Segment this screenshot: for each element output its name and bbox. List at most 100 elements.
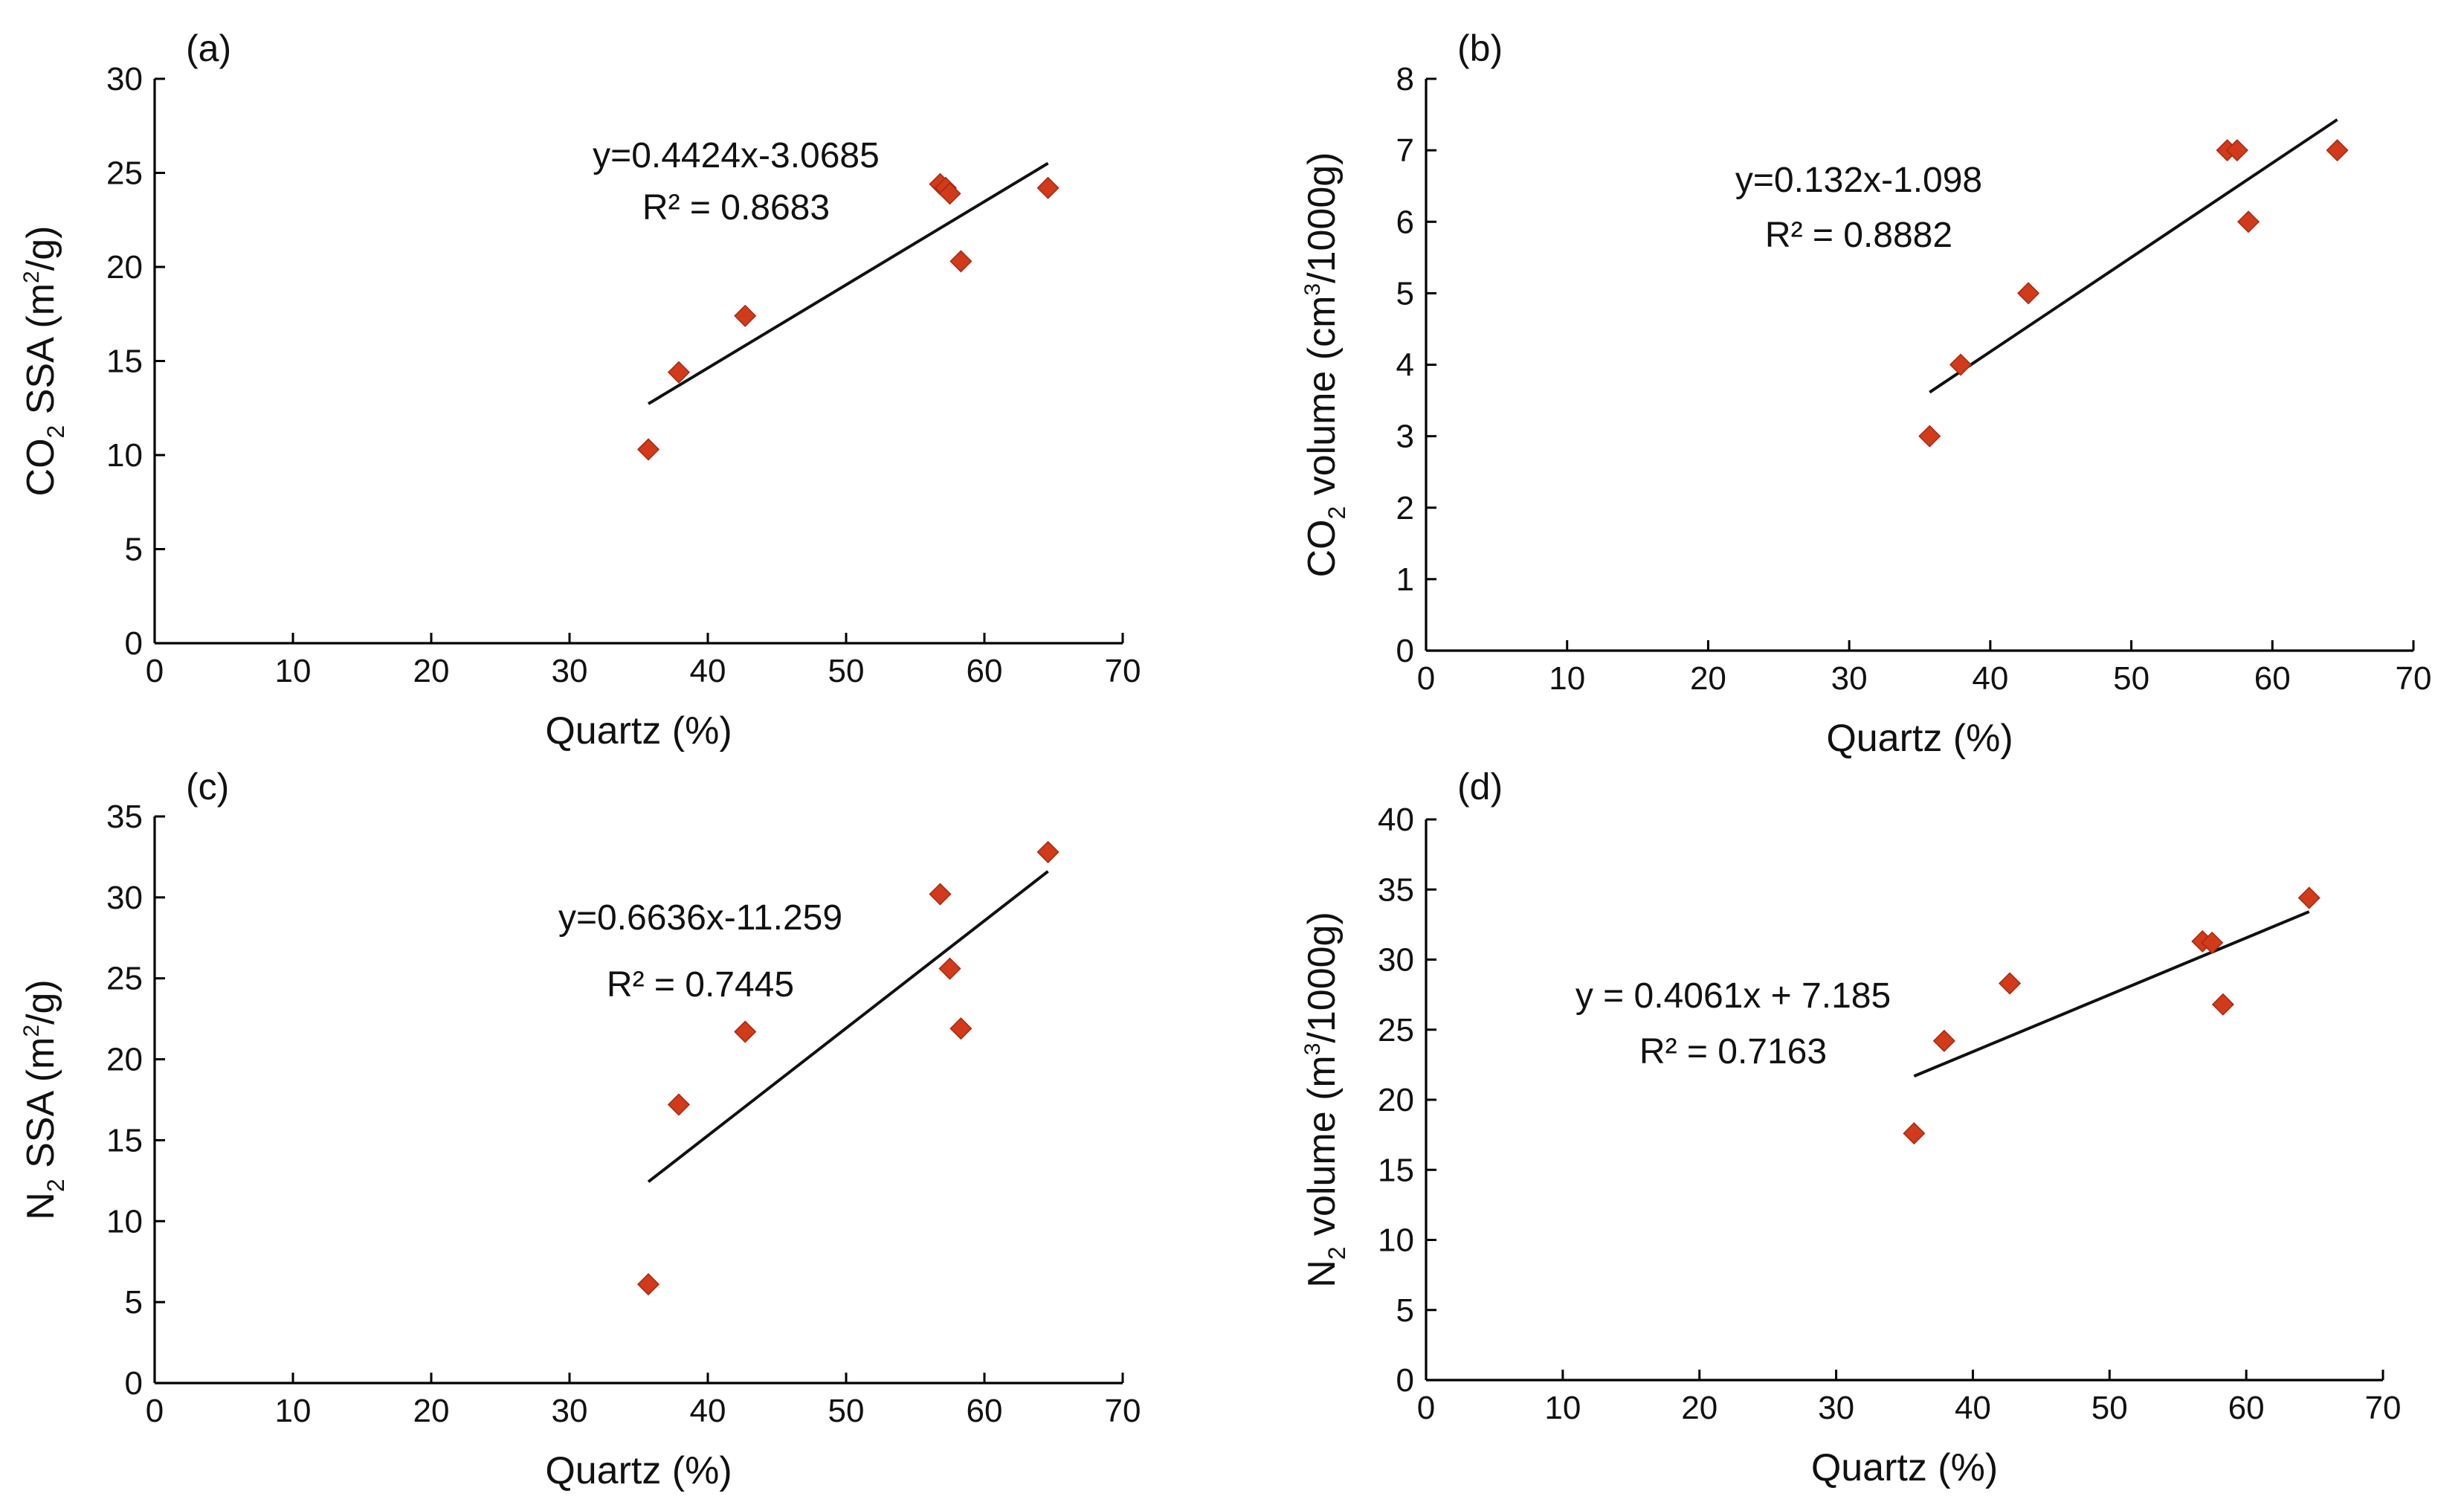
x-tick-label: 60 xyxy=(967,1393,1003,1429)
x-tick-label: 60 xyxy=(967,653,1003,689)
data-point xyxy=(2297,886,2321,909)
panel-label: (b) xyxy=(1457,28,1503,69)
panel-c: 0 10 20 30 40 50 60 70 0 5 10 15 20 25 30 35 Quartz (%) N… xyxy=(19,766,1141,1492)
y-tick-label: 20 xyxy=(1378,1082,1414,1118)
x-tick-label: 40 xyxy=(1972,660,2008,697)
data-point xyxy=(667,1093,691,1116)
y-tick-label: 15 xyxy=(1378,1152,1414,1188)
x-tick-label: 50 xyxy=(828,653,865,689)
x-axis-title: Quartz (%) xyxy=(545,709,732,752)
x-tick-label: 50 xyxy=(2092,1390,2128,1426)
panel-a: 0 10 20 30 40 50 60 70 0 5 10 15 20 25 30 Quartz (%) CO2… xyxy=(19,28,1141,752)
y-axis-title: N2 volume (m3/1000g) xyxy=(1300,912,1350,1288)
data-point xyxy=(734,304,757,327)
data-point xyxy=(938,957,961,980)
data-point xyxy=(2201,931,2224,954)
y-tick-label: 30 xyxy=(106,61,143,97)
y-tick-label: 10 xyxy=(1378,1222,1414,1259)
y-tick-label: 3 xyxy=(1396,419,1414,455)
x-tick-label: 10 xyxy=(1544,1390,1581,1426)
y-axis-title: CO2 volume (cm3/1000g) xyxy=(1300,152,1350,577)
x-tick-label: 0 xyxy=(1417,660,1435,697)
x-tick-label: 30 xyxy=(552,1393,588,1429)
y-tick-label: 30 xyxy=(106,880,143,916)
r-squared: R² = 0.8882 xyxy=(1765,216,1952,255)
x-tick-label: 60 xyxy=(2228,1390,2265,1426)
y-tick-label: 15 xyxy=(106,1122,143,1158)
x-tick-label: 70 xyxy=(2365,1390,2402,1426)
x-tick-label: 40 xyxy=(690,1393,726,1429)
y-tick-label: 5 xyxy=(1396,1292,1414,1329)
data-point xyxy=(667,361,691,384)
data-point xyxy=(1918,425,1941,448)
x-tick-label: 30 xyxy=(552,653,588,689)
panel-label: (d) xyxy=(1457,766,1503,808)
y-tick-label: 25 xyxy=(106,961,143,997)
data-point xyxy=(1999,972,2022,995)
y-tick-label: 1 xyxy=(1396,561,1414,598)
y-tick-label: 10 xyxy=(106,437,143,474)
x-tick-label: 70 xyxy=(1105,1393,1141,1429)
fit-equation: y=0.4424x-3.0685 xyxy=(593,136,880,175)
data-point xyxy=(2236,210,2260,233)
data-point xyxy=(938,182,961,205)
y-tick-label: 7 xyxy=(1396,132,1414,169)
x-tick-label: 30 xyxy=(1818,1390,1854,1426)
panel-d: 0 10 20 30 40 50 60 70 0 5 10 15 20 25 30 35 40 Quartz (%… xyxy=(1300,766,2401,1489)
y-tick-label: 5 xyxy=(125,532,143,568)
y-tick-label: 2 xyxy=(1396,490,1414,526)
y-tick-label: 25 xyxy=(106,155,143,192)
x-tick-label: 70 xyxy=(1105,653,1141,689)
y-tick-label: 5 xyxy=(1396,275,1414,312)
y-tick-label: 0 xyxy=(125,625,143,662)
x-tick-label: 0 xyxy=(1417,1390,1435,1426)
data-point xyxy=(734,1020,757,1043)
x-tick-label: 40 xyxy=(1955,1390,1991,1426)
data-point xyxy=(636,438,660,461)
x-tick-label: 10 xyxy=(275,1393,312,1429)
y-tick-label: 35 xyxy=(106,799,143,835)
x-tick-label: 50 xyxy=(2113,660,2149,697)
data-point xyxy=(1036,840,1060,863)
data-point xyxy=(2211,993,2234,1016)
x-tick-label: 10 xyxy=(1549,660,1585,697)
y-tick-label: 40 xyxy=(1378,802,1414,838)
data-point xyxy=(2017,282,2040,305)
trend-line xyxy=(647,870,1049,1183)
y-tick-label: 20 xyxy=(106,249,143,286)
y-tick-label: 25 xyxy=(1378,1012,1414,1048)
y-tick-label: 4 xyxy=(1396,347,1414,384)
data-point xyxy=(949,1017,973,1040)
fit-equation: y=0.6636x-11.259 xyxy=(558,898,842,938)
y-tick-label: 20 xyxy=(106,1042,143,1078)
y-tick-label: 8 xyxy=(1396,61,1414,97)
x-axis-title: Quartz (%) xyxy=(1811,1446,1998,1489)
x-tick-label: 0 xyxy=(146,1393,164,1429)
data-point xyxy=(929,883,952,906)
x-tick-label: 50 xyxy=(828,1393,865,1429)
y-tick-label: 35 xyxy=(1378,871,1414,908)
y-tick-label: 0 xyxy=(1396,633,1414,669)
x-tick-label: 20 xyxy=(413,653,450,689)
x-tick-label: 30 xyxy=(1831,660,1868,697)
panel-b: 0 10 20 30 40 50 60 70 0 1 2 3 4 5 6 7 8 Quartz (%) CO2 vo… xyxy=(1300,28,2431,760)
data-point xyxy=(636,1273,660,1296)
x-tick-label: 70 xyxy=(2396,660,2432,697)
trend-line xyxy=(647,161,1049,405)
x-tick-label: 20 xyxy=(413,1393,450,1429)
panel-label: (a) xyxy=(186,28,231,69)
trend-line xyxy=(1929,118,2338,394)
data-point xyxy=(1949,353,1973,376)
y-tick-label: 15 xyxy=(106,344,143,380)
y-tick-label: 6 xyxy=(1396,204,1414,240)
x-tick-label: 0 xyxy=(146,653,164,689)
y-tick-label: 10 xyxy=(106,1203,143,1240)
panel-label: (c) xyxy=(186,766,229,808)
x-axis-title: Quartz (%) xyxy=(545,1449,732,1492)
y-tick-label: 5 xyxy=(125,1284,143,1321)
data-point xyxy=(1903,1122,1926,1145)
x-tick-label: 20 xyxy=(1690,660,1726,697)
fit-equation: y = 0.4061x + 7.185 xyxy=(1576,976,1891,1016)
r-squared: R² = 0.7163 xyxy=(1639,1032,1827,1071)
